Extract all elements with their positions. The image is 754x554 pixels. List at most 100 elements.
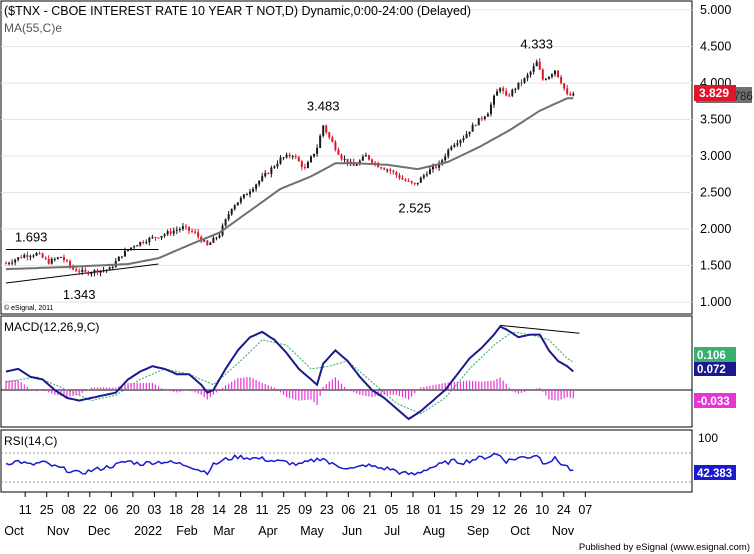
price-bar-body <box>127 249 129 251</box>
price-bar-body <box>489 104 492 114</box>
macd-signal-line <box>5 331 574 415</box>
price-bar-body <box>554 70 556 75</box>
x-day-label: 10 <box>535 503 549 517</box>
signal-value-badge <box>694 347 736 362</box>
x-day-label: 18 <box>169 503 183 517</box>
price-bar-body <box>23 255 26 258</box>
price-bar-body <box>477 118 480 126</box>
price-bar-body <box>526 74 529 79</box>
annotation-1-343: 1.343 <box>63 287 96 302</box>
price-bar-body <box>87 271 90 275</box>
price-bar-body <box>572 93 575 96</box>
price-bar-body <box>435 166 438 168</box>
macd-pane-frame <box>0 315 693 428</box>
price-bar-body <box>465 134 468 139</box>
signal-value-label: 0.106 <box>697 350 726 362</box>
price-bar-body <box>313 153 316 157</box>
price-bar-body <box>130 247 133 250</box>
ma-label: MA(55,C)e <box>4 21 62 35</box>
price-bar-body <box>529 71 532 75</box>
histogram-value-badge <box>694 393 736 408</box>
price-bar-body <box>514 88 517 90</box>
price-tick-label: 4.500 <box>700 40 731 54</box>
price-bar-body <box>227 214 230 220</box>
price-bar-body <box>50 258 53 264</box>
x-day-label: 18 <box>406 503 420 517</box>
price-bar-body <box>188 226 190 231</box>
price-bar-body <box>233 205 236 209</box>
x-day-label: 28 <box>234 503 248 517</box>
price-bar-body <box>75 269 78 272</box>
price-bar-body <box>178 229 181 231</box>
price-tick-label: 2.500 <box>700 186 731 200</box>
x-day-label: 06 <box>104 503 118 517</box>
price-bar-body <box>224 219 227 226</box>
price-bar-body <box>563 83 566 89</box>
price-bar-body <box>322 125 325 136</box>
x-month-label: Apr <box>258 524 277 538</box>
x-month-label: Dec <box>88 524 110 538</box>
price-tick-label: 2.000 <box>700 222 731 236</box>
price-bar-body <box>166 231 169 235</box>
price-bar-body <box>346 158 349 164</box>
x-day-label: 28 <box>191 503 205 517</box>
price-bar-body <box>422 175 425 178</box>
price-tick-label: 3.000 <box>700 149 731 163</box>
price-bar-body <box>471 125 474 132</box>
macd-divergence-line <box>500 324 580 334</box>
price-bar-body <box>374 162 377 164</box>
rsi-line <box>5 452 574 476</box>
x-day-label: 25 <box>277 503 291 517</box>
price-bar-body <box>505 90 508 96</box>
price-bar-body <box>93 270 96 273</box>
price-bar-body <box>145 242 148 244</box>
histogram-value-label: -0.033 <box>697 396 730 408</box>
price-bar-body <box>41 253 44 258</box>
price-gridlines <box>1 9 692 303</box>
price-bar-body <box>447 149 450 157</box>
annotation-1-693: 1.693 <box>15 229 48 244</box>
price-bar-body <box>218 235 221 238</box>
x-day-label: 01 <box>428 503 442 517</box>
price-bar-body <box>194 231 197 233</box>
price-bar-body <box>157 237 160 239</box>
price-bar-body <box>38 253 41 255</box>
annotation-3-483: 3.483 <box>307 99 340 114</box>
price-axis-ticks: 5.0004.5004.0003.5003.0002.5002.0001.500… <box>700 3 731 309</box>
x-day-label: 06 <box>341 503 355 517</box>
price-bar-body <box>355 164 358 166</box>
price-bar-body <box>474 125 477 127</box>
last-price-label: 3.829 <box>699 86 729 100</box>
price-bar-body <box>319 135 322 148</box>
x-month-label: May <box>300 524 324 538</box>
price-bar-body <box>407 180 410 182</box>
price-pane-frame <box>0 0 693 315</box>
price-bar-body <box>14 259 17 263</box>
x-day-label: 12 <box>492 503 506 517</box>
x-month-label: Aug <box>423 524 445 538</box>
price-bar-body <box>340 154 343 160</box>
price-bar-body <box>523 78 526 83</box>
copyright: © eSignal, 2011 <box>4 304 54 312</box>
price-bar-body <box>5 263 7 265</box>
price-bar-body <box>35 253 38 256</box>
price-bar-body <box>8 263 11 265</box>
price-bar-body <box>300 161 303 168</box>
price-bar-body <box>17 257 20 260</box>
price-bar-body <box>517 82 520 89</box>
price-bar-body <box>337 149 340 155</box>
price-bar-body <box>78 271 81 273</box>
price-bar-body <box>386 169 389 171</box>
x-month-label: Mar <box>213 524 235 538</box>
price-bar-body <box>486 113 489 117</box>
price-bar-body <box>398 175 401 179</box>
price-bar-body <box>453 144 456 147</box>
price-bar-body <box>557 70 560 78</box>
price-bar-body <box>291 156 294 158</box>
annotation-2-525: 2.525 <box>398 201 431 216</box>
price-bar-body <box>496 91 499 96</box>
x-day-label: 14 <box>212 503 226 517</box>
price-bar-body <box>191 230 194 232</box>
price-bar-body <box>297 157 300 162</box>
